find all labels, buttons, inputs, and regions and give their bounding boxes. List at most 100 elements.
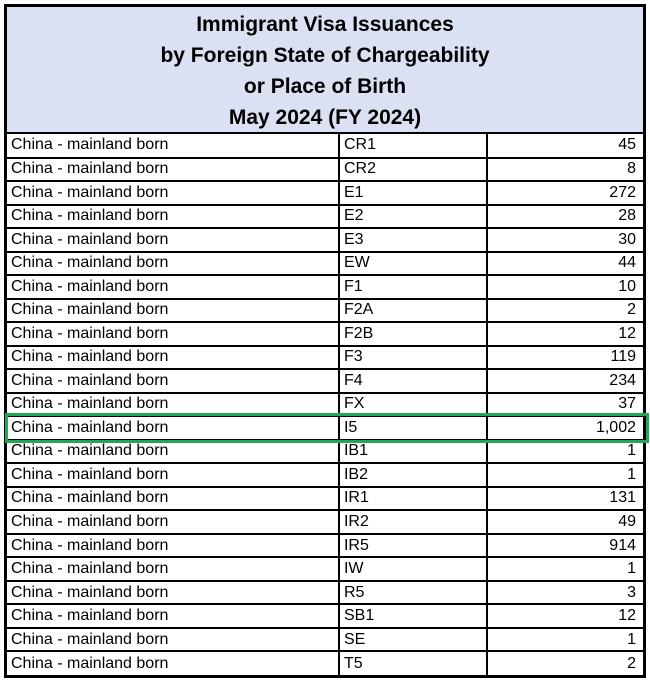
visa-class-cell: IW: [337, 556, 489, 582]
issuances-cell: 37: [486, 391, 643, 418]
visa-class-cell: SB1: [337, 603, 489, 629]
visa-class-cell: T5: [337, 650, 489, 675]
issuances-cell: 2: [486, 650, 643, 675]
place-cell: China - mainland born: [7, 579, 340, 606]
place-cell: China - mainland born: [7, 415, 340, 441]
place-cell: China - mainland born: [7, 391, 340, 418]
title-line-4: May 2024 (FY 2024): [228, 106, 422, 129]
report-title: Immigrant Visa Issuances by Foreign Stat…: [7, 7, 643, 134]
issuances-cell: 914: [486, 532, 643, 559]
place-cell: China - mainland born: [7, 134, 340, 159]
issuances-cell: 119: [486, 344, 643, 371]
table-row: China - mainland born T5 2: [7, 650, 643, 675]
table-row: China - mainland born R5 3: [7, 579, 643, 606]
issuances-cell: 44: [486, 250, 643, 277]
issuances-cell: 131: [486, 485, 643, 512]
place-cell: China - mainland born: [7, 438, 340, 465]
visa-class-cell: F1: [337, 274, 489, 300]
visa-class-cell: IR1: [337, 485, 489, 512]
table-row: China - mainland born IR2 49: [7, 509, 643, 535]
place-cell: China - mainland born: [7, 250, 340, 277]
visa-class-cell: E3: [337, 227, 489, 253]
place-cell: China - mainland born: [7, 156, 340, 183]
title-line-1: Immigrant Visa Issuances: [196, 13, 454, 36]
place-cell: China - mainland born: [7, 532, 340, 559]
visa-class-cell: E1: [337, 180, 489, 206]
place-cell: China - mainland born: [7, 626, 340, 653]
table-row: China - mainland born CR1 45: [7, 134, 643, 159]
issuances-cell: 1: [486, 556, 643, 582]
place-cell: China - mainland born: [7, 509, 340, 535]
issuances-cell: 28: [486, 203, 643, 230]
place-cell: China - mainland born: [7, 462, 340, 488]
issuances-table: China - mainland born CR1 45 China - mainla…: [7, 134, 643, 675]
visa-class-cell: IR5: [337, 532, 489, 559]
issuances-cell: 1: [486, 626, 643, 653]
table-row: China - mainland born F3 119: [7, 344, 643, 371]
table-row: China - mainland born F2B 12: [7, 321, 643, 347]
place-cell: China - mainland born: [7, 297, 340, 324]
table-row: China - mainland born F2A 2: [7, 297, 643, 324]
issuances-cell: 10: [486, 274, 643, 300]
table-row: China - mainland born CR2 8: [7, 156, 643, 183]
table-row: China - mainland born E2 28: [7, 203, 643, 230]
table-row: China - mainland born SB1 12: [7, 603, 643, 629]
table-row: China - mainland born IB2 1: [7, 462, 643, 488]
place-cell: China - mainland born: [7, 556, 340, 582]
table-row: China - mainland born EW 44: [7, 250, 643, 277]
visa-class-cell: E2: [337, 203, 489, 230]
issuances-cell: 49: [486, 509, 643, 535]
place-cell: China - mainland born: [7, 368, 340, 394]
issuances-cell: 272: [486, 180, 643, 206]
issuances-cell: 8: [486, 156, 643, 183]
place-cell: China - mainland born: [7, 227, 340, 253]
table-row: China - mainland born F1 10: [7, 274, 643, 300]
table-row: China - mainland born I5 1,002: [7, 415, 643, 441]
visa-class-cell: CR1: [337, 134, 489, 159]
issuances-cell: 2: [486, 297, 643, 324]
table-row: China - mainland born IR5 914: [7, 532, 643, 559]
table-row: China - mainland born E3 30: [7, 227, 643, 253]
table-row: China - mainland born IB1 1: [7, 438, 643, 465]
table-row: China - mainland born F4 234: [7, 368, 643, 394]
issuances-table-body: China - mainland born CR1 45 China - mainla…: [7, 134, 643, 675]
issuances-cell: 12: [486, 603, 643, 629]
issuances-cell: 45: [486, 134, 643, 159]
place-cell: China - mainland born: [7, 603, 340, 629]
visa-class-cell: FX: [337, 391, 489, 418]
place-cell: China - mainland born: [7, 203, 340, 230]
place-cell: China - mainland born: [7, 321, 340, 347]
visa-class-cell: F2A: [337, 297, 489, 324]
visa-class-cell: CR2: [337, 156, 489, 183]
place-cell: China - mainland born: [7, 650, 340, 675]
visa-class-cell: R5: [337, 579, 489, 606]
place-cell: China - mainland born: [7, 344, 340, 371]
issuances-cell: 234: [486, 368, 643, 394]
visa-class-cell: IB1: [337, 438, 489, 465]
visa-class-cell: EW: [337, 250, 489, 277]
issuances-cell: 12: [486, 321, 643, 347]
table-row: China - mainland born FX 37: [7, 391, 643, 418]
visa-class-cell: F2B: [337, 321, 489, 347]
title-line-2: by Foreign State of Chargeability: [160, 44, 490, 67]
issuances-cell: 30: [486, 227, 643, 253]
visa-class-cell: SE: [337, 626, 489, 653]
place-cell: China - mainland born: [7, 180, 340, 206]
issuances-cell: 1: [486, 438, 643, 465]
visa-class-cell: IR2: [337, 509, 489, 535]
issuances-cell: 1,002: [486, 415, 643, 441]
visa-class-cell: I5: [337, 415, 489, 441]
issuances-cell: 1: [486, 462, 643, 488]
table-row: China - mainland born E1 272: [7, 180, 643, 206]
table-row: China - mainland born SE 1: [7, 626, 643, 653]
visa-class-cell: IB2: [337, 462, 489, 488]
table-row: China - mainland born IW 1: [7, 556, 643, 582]
table-row: China - mainland born IR1 131: [7, 485, 643, 512]
issuances-cell: 3: [486, 579, 643, 606]
title-line-3: or Place of Birth: [243, 75, 407, 98]
visa-class-cell: F4: [337, 368, 489, 394]
visa-issuances-report: Immigrant Visa Issuances by Foreign Stat…: [4, 4, 646, 678]
visa-class-cell: F3: [337, 344, 489, 371]
place-cell: China - mainland born: [7, 274, 340, 300]
